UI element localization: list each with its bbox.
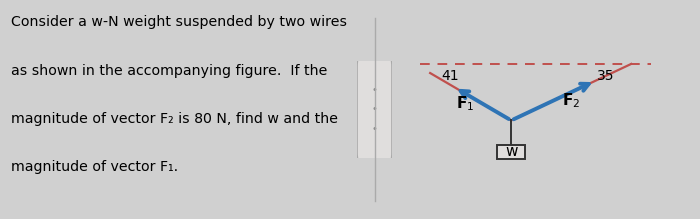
Text: 41: 41 — [442, 69, 459, 83]
Text: 35: 35 — [597, 69, 615, 83]
Text: Consider a w-N weight suspended by two wires: Consider a w-N weight suspended by two w… — [11, 15, 347, 29]
Text: w: w — [505, 144, 517, 159]
Text: magnitude of vector F₂ is 80 N, find w and the: magnitude of vector F₂ is 80 N, find w a… — [11, 112, 338, 126]
FancyBboxPatch shape — [498, 145, 525, 159]
Text: $\mathbf{F}_2$: $\mathbf{F}_2$ — [562, 91, 580, 110]
Text: •: • — [372, 124, 377, 134]
Text: magnitude of vector F₁.: magnitude of vector F₁. — [11, 160, 178, 174]
Text: as shown in the accompanying figure.  If the: as shown in the accompanying figure. If … — [11, 64, 328, 78]
Text: •: • — [372, 85, 377, 95]
Text: •: • — [372, 104, 377, 115]
FancyBboxPatch shape — [357, 57, 392, 162]
Text: $\mathbf{F}_1$: $\mathbf{F}_1$ — [456, 95, 474, 113]
